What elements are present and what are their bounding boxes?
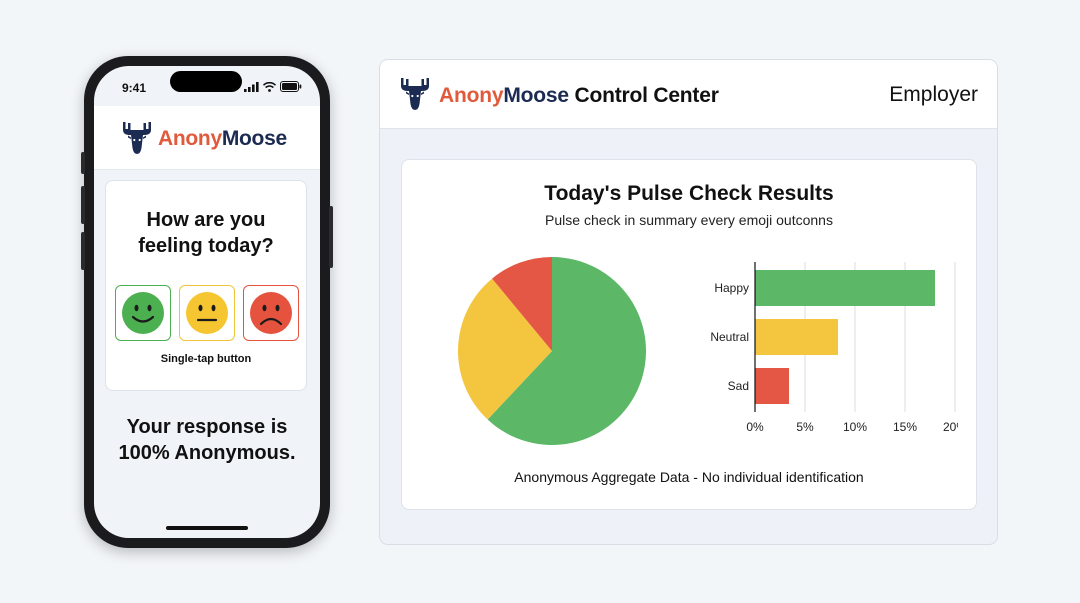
- moose-logo-icon: [123, 122, 151, 154]
- status-icons: [244, 81, 302, 92]
- y-category-label: Happy: [714, 281, 749, 295]
- pie-slice-happy: [487, 257, 646, 445]
- pulse-question-card: How are you feeling today?: [105, 180, 307, 391]
- x-tick-label: 15%: [893, 420, 917, 434]
- anonymity-line-1: Your response is: [126, 416, 288, 438]
- x-tick-label: 0%: [746, 420, 764, 434]
- phone-screen: 9:41: [94, 66, 320, 538]
- control-center-title: AnonyMoose Control Center: [439, 84, 719, 108]
- title-part-moose: Moose: [503, 84, 569, 107]
- single-tap-caption: Single-tap button: [160, 353, 252, 365]
- y-category-label: Neutral: [710, 330, 749, 344]
- happy-button[interactable]: [115, 285, 171, 341]
- status-time: 9:41: [122, 81, 147, 95]
- results-title: Today's Pulse Check Results: [544, 182, 834, 205]
- anonymity-statement: Your response is 100% Anonymous.: [94, 414, 320, 466]
- results-footer-note: Anonymous Aggregate Data - No individual…: [514, 469, 864, 485]
- control-center-window: AnonyMoose Control Center Employer Today…: [379, 59, 998, 545]
- control-center-header: AnonyMoose Control Center Employer: [380, 60, 997, 129]
- pie-slice-neutral: [458, 278, 552, 420]
- pie-slice-sad: [492, 257, 552, 351]
- app-brand-name: AnonyMoose: [158, 127, 287, 151]
- phone-mockup: 9:41: [81, 56, 333, 548]
- question-line-1: How are you: [146, 209, 266, 231]
- user-role-label[interactable]: Employer: [889, 83, 978, 106]
- bar-sad: [755, 368, 789, 404]
- brand-name-part-anony: Anony: [158, 127, 222, 150]
- title-part-control-center: Control Center: [568, 84, 719, 107]
- pulse-results-card: Today's Pulse Check Results Pulse check …: [401, 159, 977, 510]
- x-tick-label: 20%: [943, 420, 958, 434]
- phone-side-button: [81, 152, 85, 174]
- status-bar: 9:41: [94, 66, 320, 106]
- neutral-button[interactable]: [179, 285, 235, 341]
- question-text: How are you feeling today?: [106, 207, 306, 259]
- results-subtitle: Pulse check in summary every emoji outco…: [545, 212, 833, 228]
- y-category-label: Sad: [728, 379, 749, 393]
- mood-pie-chart: [458, 257, 646, 445]
- phone-power-button: [329, 206, 333, 268]
- x-tick-label: 5%: [796, 420, 814, 434]
- battery-icon: [280, 81, 302, 92]
- wifi-icon: [263, 81, 276, 92]
- bar-happy: [755, 270, 935, 306]
- neutral-face-icon: [186, 292, 228, 334]
- phone-volume-up-button: [81, 186, 85, 224]
- anonymity-line-2: 100% Anonymous.: [118, 442, 296, 464]
- bar-neutral: [755, 319, 838, 355]
- brand-name-part-moose: Moose: [221, 127, 287, 150]
- x-tick-label: 10%: [843, 420, 867, 434]
- phone-volume-down-button: [81, 232, 85, 270]
- sad-face-icon: [250, 292, 292, 334]
- moose-logo-icon: [401, 78, 429, 110]
- question-line-2: feeling today?: [138, 235, 274, 257]
- dynamic-island: [170, 71, 242, 92]
- title-part-anony: Anony: [439, 84, 504, 107]
- happy-face-icon: [122, 292, 164, 334]
- mood-bar-chart: 0% 5% 10% 15% 20% Happy Neutral Sad: [710, 262, 958, 434]
- home-indicator[interactable]: [166, 526, 248, 530]
- sad-button[interactable]: [243, 285, 299, 341]
- signal-icon: [244, 81, 259, 92]
- app-header: AnonyMoose: [94, 106, 320, 170]
